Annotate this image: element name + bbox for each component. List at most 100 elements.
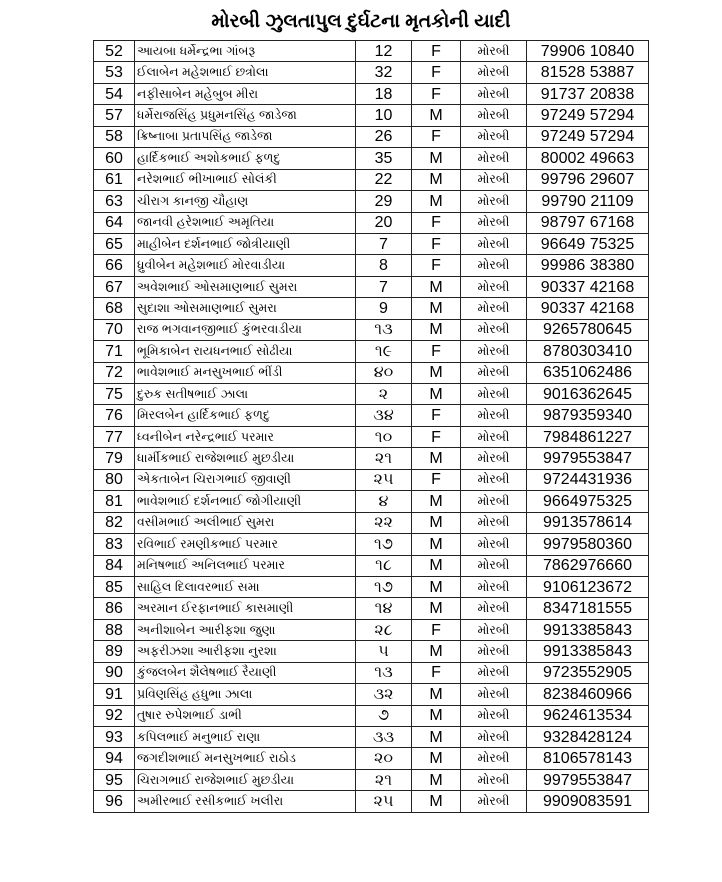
phone-cell: 9979580360: [526, 533, 649, 556]
table-row: 89 અફરીઝશા આરીફશા નુરશા ૫ M મોરબી 9913385843: [93, 640, 649, 663]
phone-cell: 9909083591: [526, 790, 649, 813]
name-cell: જાનવી હરેશભાઈ અમૃતિયા: [134, 211, 356, 234]
city-cell: મોરબી: [460, 340, 527, 363]
age-cell: ૧૭: [355, 533, 412, 556]
table-row: 54 નફીસાબેન મહેબુબ મીરા 18 F મોરબી 91737 2083…: [93, 82, 649, 106]
table-row: 65 માહીબેન દર્શનભાઈ જોત્રીયાણી 7 F મોરબી 9664…: [93, 232, 649, 256]
age-cell: ૨૫: [355, 790, 412, 813]
name-cell: ચિરાગભાઈ રાજેશભાઈ મુછડીયા: [134, 768, 356, 792]
row-number: 92: [93, 704, 135, 728]
gender-cell: M: [411, 683, 461, 706]
row-number: 88: [93, 618, 135, 642]
gender-cell: F: [411, 82, 461, 106]
row-number: 94: [93, 747, 135, 770]
row-number: 91: [93, 683, 135, 706]
row-number: 83: [93, 533, 135, 556]
name-cell: ચીરાગ કાનજી ચૌહાણ: [134, 190, 356, 213]
table-row: 52 આયબા ધર્મેન્દ્રભા ગાંબરૂ 12 F મોરબી 79906 …: [93, 39, 649, 63]
name-cell: ધ્રુવીબેન મહેશભાઈ મોરવાડીયા: [134, 254, 356, 277]
phone-cell: 6351062486: [526, 361, 649, 385]
city-cell: મોરબી: [460, 254, 527, 277]
phone-cell: 97249 57294: [526, 104, 649, 127]
name-cell: ભાવેશભાઈ મનસુખભાઈ ભીંડી: [134, 361, 356, 385]
name-cell: અવેશભાઈ ઓસમાણભાઈ સુમરા: [134, 275, 356, 299]
gender-cell: F: [411, 125, 461, 149]
gender-cell: F: [411, 404, 461, 427]
table-row: 83 રવિભાઈ રમણીકભાઈ પરમાર ૧૭ M મોરબી 997958036…: [93, 533, 649, 556]
name-cell: ધાર્મીકભાઈ રાજેશભાઈ મુછડીયા: [134, 447, 356, 470]
age-cell: 20: [355, 211, 412, 234]
row-number: 52: [93, 39, 135, 63]
age-cell: ૫: [355, 640, 412, 663]
age-cell: ૧૦: [355, 425, 412, 449]
city-cell: મોરબી: [460, 447, 527, 470]
table-row: 58 ક્રિષ્નાબા પ્રતાપસિંહ જાડેજા 26 F મોરબી 97…: [93, 125, 649, 149]
name-cell: દુરુક સતીષભાઈ ઝાલા: [134, 382, 356, 406]
age-cell: ૩૩: [355, 725, 412, 749]
age-cell: 35: [355, 147, 412, 170]
city-cell: મોરબી: [460, 575, 527, 599]
row-number: 90: [93, 661, 135, 685]
city-cell: મોરબી: [460, 768, 527, 792]
age-cell: ૨૧: [355, 447, 412, 470]
phone-cell: 80002 49663: [526, 147, 649, 170]
city-cell: મોરબી: [460, 618, 527, 642]
phone-cell: 97249 57294: [526, 125, 649, 149]
gender-cell: M: [411, 747, 461, 770]
table-row: 84 મનિષભાઈ અનિલભાઈ પરમાર ૧૮ M મોરબી 786297666…: [93, 554, 649, 577]
row-number: 64: [93, 211, 135, 234]
gender-cell: M: [411, 533, 461, 556]
name-cell: રાજ ભગવાનજીભાઈ કુંભરવાડીયા: [134, 318, 356, 342]
gender-cell: M: [411, 147, 461, 170]
phone-cell: 9624613534: [526, 704, 649, 728]
gender-cell: M: [411, 361, 461, 385]
city-cell: મોરબી: [460, 147, 527, 170]
phone-cell: 96649 75325: [526, 232, 649, 256]
city-cell: મોરબી: [460, 683, 527, 706]
city-cell: મોરબી: [460, 318, 527, 342]
row-number: 65: [93, 232, 135, 256]
gender-cell: M: [411, 554, 461, 577]
table-row: 92 તુષાર રુપેશભાઈ ડાભી ૭ M મોરબી 9624613534: [93, 704, 649, 728]
city-cell: મોરબી: [460, 747, 527, 770]
table-row: 64 જાનવી હરેશભાઈ અમૃતિયા 20 F મોરબી 98797 671…: [93, 211, 649, 234]
gender-cell: F: [411, 61, 461, 84]
phone-cell: 9979553847: [526, 447, 649, 470]
name-cell: આયબા ધર્મેન્દ્રભા ગાંબરૂ: [134, 39, 356, 63]
city-cell: મોરબી: [460, 790, 527, 813]
age-cell: 22: [355, 168, 412, 192]
row-number: 54: [93, 82, 135, 106]
city-cell: મોરબી: [460, 490, 527, 513]
name-cell: મિરલબેન હાર્દિકભાઈ ફળદુ: [134, 404, 356, 427]
gender-cell: F: [411, 39, 461, 63]
phone-cell: 9913385843: [526, 640, 649, 663]
phone-cell: 81528 53887: [526, 61, 649, 84]
phone-cell: 9723552905: [526, 661, 649, 685]
phone-cell: 7862976660: [526, 554, 649, 577]
gender-cell: M: [411, 725, 461, 749]
city-cell: મોરબી: [460, 168, 527, 192]
name-cell: નફીસાબેન મહેબુબ મીરા: [134, 82, 356, 106]
table-row: 57 ધર્મેરાજસિંહ પ્રધુમનસિંહ જાડેજા 10 M મોરબ…: [93, 104, 649, 127]
row-number: 58: [93, 125, 135, 149]
age-cell: ૨૧: [355, 768, 412, 792]
age-cell: ૨૮: [355, 618, 412, 642]
gender-cell: F: [411, 232, 461, 256]
phone-cell: 98797 67168: [526, 211, 649, 234]
row-number: 89: [93, 640, 135, 663]
phone-cell: 99986 38380: [526, 254, 649, 277]
gender-cell: M: [411, 382, 461, 406]
city-cell: મોરબી: [460, 597, 527, 620]
city-cell: મોરબી: [460, 725, 527, 749]
city-cell: મોરબી: [460, 404, 527, 427]
table-row: 63 ચીરાગ કાનજી ચૌહાણ 29 M મોરબી 99790 21109: [93, 190, 649, 213]
row-number: 63: [93, 190, 135, 213]
name-cell: ધર્મેરાજસિંહ પ્રધુમનસિંહ જાડેજા: [134, 104, 356, 127]
gender-cell: F: [411, 211, 461, 234]
gender-cell: M: [411, 275, 461, 299]
city-cell: મોરબી: [460, 39, 527, 63]
document-title: મોરબી ઝુલતાપુલ દુર્ઘટના મૃતકોની યાદી: [211, 11, 511, 32]
city-cell: મોરબી: [460, 82, 527, 106]
city-cell: મોરબી: [460, 211, 527, 234]
row-number: 66: [93, 254, 135, 277]
